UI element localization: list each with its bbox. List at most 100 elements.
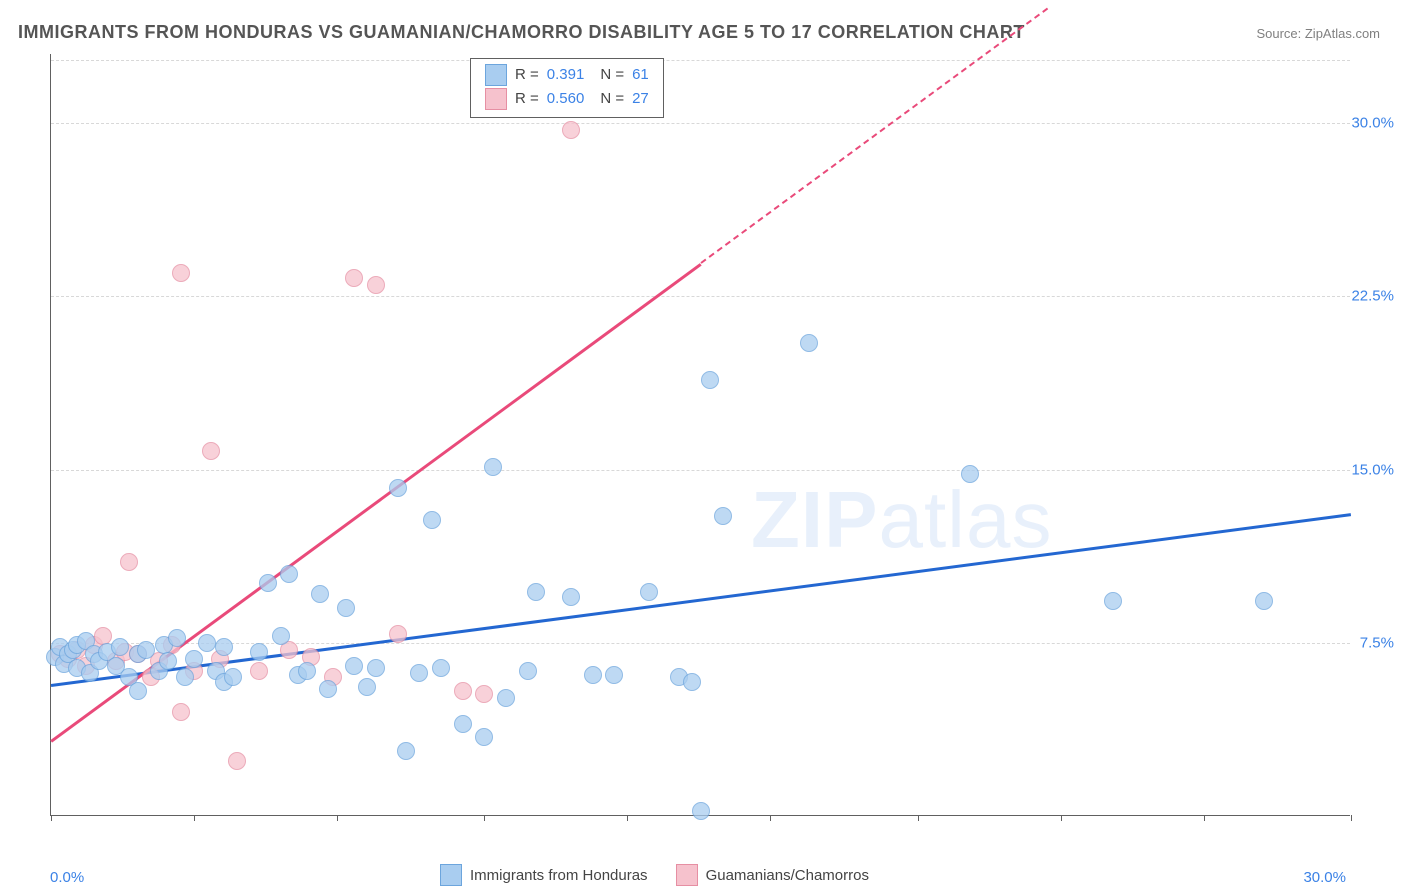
swatch-guam — [485, 88, 507, 110]
data-point-honduras — [176, 668, 194, 686]
data-point-honduras — [367, 659, 385, 677]
watermark-prefix: ZIP — [751, 475, 878, 564]
plot-area: ZIPatlas — [50, 54, 1350, 816]
legend-label-guam: Guamanians/Chamorros — [706, 867, 869, 884]
legend-item-guam: Guamanians/Chamorros — [676, 864, 869, 886]
data-point-honduras — [358, 678, 376, 696]
data-point-honduras — [640, 583, 658, 601]
data-point-honduras — [215, 638, 233, 656]
data-point-honduras — [432, 659, 450, 677]
gridline — [51, 470, 1350, 471]
r-label: R = — [515, 63, 539, 87]
data-point-honduras — [562, 588, 580, 606]
trend-line — [51, 514, 1351, 687]
data-point-honduras — [484, 458, 502, 476]
watermark-suffix: atlas — [878, 475, 1052, 564]
data-point-guam — [389, 625, 407, 643]
legend-row-honduras: R = 0.391 N = 61 — [485, 63, 649, 87]
x-tick-mark — [770, 815, 771, 821]
legend-item-honduras: Immigrants from Honduras — [440, 864, 648, 886]
data-point-honduras — [497, 689, 515, 707]
x-tick-min: 0.0% — [50, 869, 84, 886]
x-tick-max: 30.0% — [1303, 869, 1346, 886]
gridline — [51, 60, 1350, 61]
data-point-guam — [454, 682, 472, 700]
data-point-guam — [475, 685, 493, 703]
data-point-honduras — [168, 629, 186, 647]
y-tick-3: 30.0% — [1351, 115, 1394, 132]
data-point-honduras — [1255, 592, 1273, 610]
data-point-honduras — [475, 728, 493, 746]
y-tick-0: 7.5% — [1360, 634, 1394, 651]
swatch-guam — [676, 864, 698, 886]
n-label: N = — [600, 63, 624, 87]
data-point-honduras — [272, 627, 290, 645]
data-point-honduras — [397, 742, 415, 760]
data-point-guam — [94, 627, 112, 645]
data-point-honduras — [423, 511, 441, 529]
n-label: N = — [600, 87, 624, 111]
data-point-honduras — [692, 802, 710, 820]
source-attribution: Source: ZipAtlas.com — [1256, 26, 1380, 41]
data-point-honduras — [454, 715, 472, 733]
data-point-honduras — [714, 507, 732, 525]
swatch-honduras — [440, 864, 462, 886]
data-point-guam — [250, 662, 268, 680]
data-point-guam — [228, 752, 246, 770]
legend-label-honduras: Immigrants from Honduras — [470, 867, 648, 884]
r-value-guam: 0.560 — [547, 87, 585, 111]
gridline — [51, 123, 1350, 124]
r-value-honduras: 0.391 — [547, 63, 585, 87]
watermark: ZIPatlas — [751, 474, 1052, 566]
data-point-honduras — [527, 583, 545, 601]
trend-line — [700, 8, 1048, 264]
legend-series: Immigrants from Honduras Guamanians/Cham… — [440, 864, 869, 886]
legend-row-guam: R = 0.560 N = 27 — [485, 87, 649, 111]
chart-title: IMMIGRANTS FROM HONDURAS VS GUAMANIAN/CH… — [18, 22, 1025, 43]
data-point-honduras — [389, 479, 407, 497]
x-tick-mark — [1061, 815, 1062, 821]
chart-container: IMMIGRANTS FROM HONDURAS VS GUAMANIAN/CH… — [0, 0, 1406, 892]
x-tick-mark — [484, 815, 485, 821]
data-point-honduras — [185, 650, 203, 668]
gridline — [51, 296, 1350, 297]
swatch-honduras — [485, 64, 507, 86]
data-point-honduras — [337, 599, 355, 617]
x-tick-mark — [627, 815, 628, 821]
data-point-honduras — [159, 652, 177, 670]
x-tick-mark — [1351, 815, 1352, 821]
y-tick-1: 15.0% — [1351, 461, 1394, 478]
data-point-honduras — [605, 666, 623, 684]
data-point-honduras — [1104, 592, 1122, 610]
data-point-honduras — [111, 638, 129, 656]
r-label: R = — [515, 87, 539, 111]
legend-correlation: R = 0.391 N = 61 R = 0.560 N = 27 — [470, 58, 664, 118]
x-tick-mark — [1204, 815, 1205, 821]
x-tick-mark — [337, 815, 338, 821]
y-tick-2: 22.5% — [1351, 288, 1394, 305]
data-point-guam — [202, 442, 220, 460]
x-tick-mark — [51, 815, 52, 821]
data-point-honduras — [319, 680, 337, 698]
data-point-honduras — [584, 666, 602, 684]
data-point-honduras — [410, 664, 428, 682]
data-point-honduras — [683, 673, 701, 691]
data-point-honduras — [198, 634, 216, 652]
data-point-honduras — [280, 565, 298, 583]
data-point-honduras — [259, 574, 277, 592]
data-point-honduras — [961, 465, 979, 483]
data-point-honduras — [701, 371, 719, 389]
data-point-guam — [562, 121, 580, 139]
data-point-honduras — [298, 662, 316, 680]
data-point-honduras — [519, 662, 537, 680]
data-point-guam — [345, 269, 363, 287]
data-point-guam — [120, 553, 138, 571]
data-point-honduras — [137, 641, 155, 659]
gridline — [51, 643, 1350, 644]
x-tick-mark — [194, 815, 195, 821]
data-point-honduras — [224, 668, 242, 686]
data-point-honduras — [345, 657, 363, 675]
data-point-honduras — [250, 643, 268, 661]
data-point-honduras — [311, 585, 329, 603]
data-point-guam — [172, 703, 190, 721]
